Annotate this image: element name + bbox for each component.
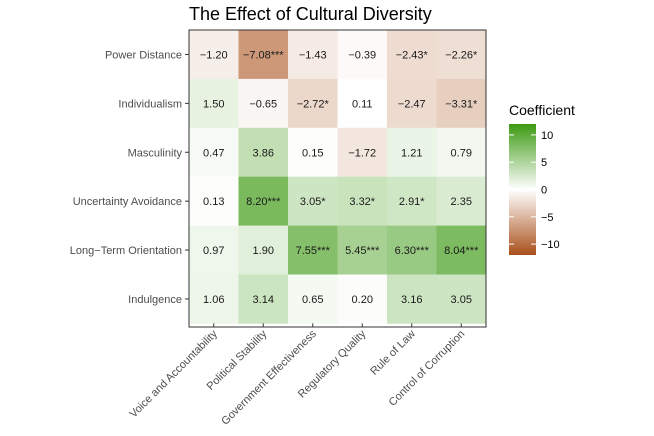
heatmap-cell	[238, 78, 289, 129]
cell-value-label: 0.97	[203, 245, 224, 257]
cell-value-label: 3.32*	[349, 196, 375, 208]
cell-value-label: −1.43	[299, 49, 327, 61]
heatmap-cell	[238, 30, 289, 80]
heatmap-cell	[288, 225, 338, 275]
y-tick-label: Individualism	[118, 98, 182, 110]
heatmap-cell	[288, 127, 338, 178]
legend-tick-label: 10	[541, 130, 553, 142]
heatmap-cell	[238, 176, 289, 226]
heatmap-cell	[288, 30, 338, 80]
heatmap-cell	[189, 78, 239, 129]
cell-value-label: −2.26*	[445, 49, 478, 61]
cell-value-label: −0.39	[348, 49, 376, 61]
y-tick-label: Power Distance	[105, 49, 182, 61]
cell-value-label: −3.31*	[445, 98, 478, 110]
cell-value-label: 8.20***	[246, 196, 281, 208]
legend-tick-label: 0	[541, 185, 547, 197]
cell-value-label: −2.72*	[297, 98, 330, 110]
legend-ticks: 10 5 0 −5 −10	[509, 130, 560, 251]
cell-value-label: 1.50	[203, 98, 224, 110]
heatmap-cells: −1.20 −7.08*** −1.43 −0.39 −2.43* −2.26* 1.50 −…	[189, 30, 487, 324]
cell-value-label: 0.79	[451, 147, 472, 159]
heatmap-cell	[387, 78, 437, 129]
cell-value-label: 0.65	[302, 294, 323, 306]
heatmap-cell	[436, 78, 487, 129]
cell-value-label: −1.20	[200, 49, 228, 61]
cell-value-label: 7.55***	[296, 245, 331, 257]
cell-value-label: −2.47	[398, 98, 426, 110]
cell-value-label: 3.05	[451, 294, 472, 306]
heatmap-cell	[288, 274, 338, 324]
heatmap-cell	[387, 30, 437, 80]
cell-value-label: 0.15	[302, 147, 323, 159]
heatmap-cell	[436, 30, 487, 80]
heatmap-cell	[337, 78, 388, 129]
legend-title: Coefficient	[509, 102, 575, 118]
heatmap-cell	[387, 176, 437, 226]
cell-value-label: 1.06	[203, 294, 224, 306]
heatmap-cell	[337, 274, 388, 324]
heatmap-cell	[189, 30, 239, 80]
x-tick-label: Voice and Accountability	[127, 328, 220, 421]
cell-value-label: 0.20	[352, 294, 373, 306]
heatmap-cell	[387, 274, 437, 324]
cell-value-label: −7.08***	[243, 49, 284, 61]
legend-tick-label: −5	[541, 212, 554, 224]
cell-value-label: 3.05*	[300, 196, 326, 208]
heatmap-cell	[189, 225, 239, 275]
y-axis: Power Distance Individualism Masculinity Un…	[70, 49, 189, 306]
cell-value-label: 1.21	[401, 147, 422, 159]
cell-value-label: 2.91*	[399, 196, 425, 208]
heatmap-cell	[436, 274, 487, 324]
legend-tick-label: 5	[541, 157, 547, 169]
cell-value-label: 0.47	[203, 147, 224, 159]
heatmap-cell	[288, 176, 338, 226]
heatmap-cell	[337, 127, 388, 178]
x-tick-label: Government Effectiveness	[219, 328, 319, 428]
heatmap-cell	[189, 127, 239, 178]
cell-value-label: 1.90	[253, 245, 274, 257]
heatmap-cell	[189, 274, 239, 324]
cell-value-label: −2.43*	[396, 49, 429, 61]
cell-value-label: 0.11	[352, 98, 373, 110]
cell-value-label: 6.30***	[395, 245, 430, 257]
cell-value-label: 3.16	[401, 294, 422, 306]
cell-value-label: −0.65	[249, 98, 277, 110]
heatmap-cell	[436, 225, 487, 275]
heatmap-cell	[238, 225, 289, 275]
heatmap-cell	[337, 176, 388, 226]
legend: Coefficient 10 5 0 −5 −10	[509, 102, 575, 255]
cell-value-label: 0.13	[203, 196, 224, 208]
chart-title: The Effect of Cultural Diversity	[189, 4, 432, 24]
heatmap-cell	[189, 176, 239, 226]
x-tick-label: Rule of Law	[368, 328, 418, 378]
heatmap-cell	[238, 127, 289, 178]
heatmap-cell	[337, 30, 388, 80]
y-tick-label: Uncertainty Avoidance	[73, 196, 182, 208]
legend-tick-label: −10	[541, 239, 560, 251]
cell-value-label: 3.14	[253, 294, 274, 306]
heatmap-cell	[436, 176, 487, 226]
cell-value-label: 2.35	[451, 196, 472, 208]
heatmap-cell	[337, 225, 388, 275]
y-tick-label: Long−Term Orientation	[70, 245, 182, 257]
cell-value-label: 3.86	[253, 147, 274, 159]
heatmap-cell	[387, 127, 437, 178]
heatmap-cell	[288, 78, 338, 129]
cell-value-label: 8.04***	[444, 245, 479, 257]
panel-border	[188, 29, 487, 328]
heatmap-cell	[436, 127, 487, 178]
y-tick-label: Indulgence	[128, 294, 182, 306]
y-tick-label: Masculinity	[128, 147, 183, 159]
heatmap-cell	[238, 274, 289, 324]
cell-value-label: 5.45***	[345, 245, 380, 257]
heatmap-cell	[387, 225, 437, 275]
cell-value-label: −1.72	[348, 147, 376, 159]
